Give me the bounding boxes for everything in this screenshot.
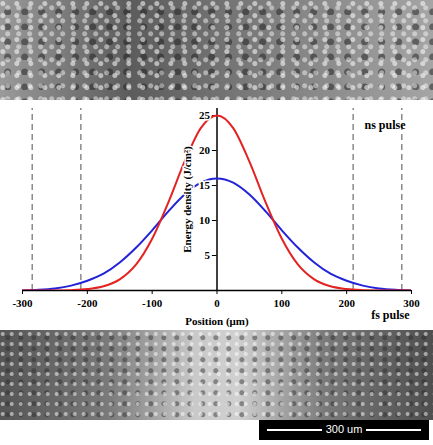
svg-text:ns pulse: ns pulse bbox=[364, 118, 406, 132]
svg-text:20: 20 bbox=[199, 144, 211, 156]
svg-text:300: 300 bbox=[403, 297, 420, 310]
svg-text:100: 100 bbox=[274, 297, 291, 309]
svg-text:-200: -200 bbox=[77, 297, 98, 309]
svg-text:fs pulse: fs pulse bbox=[371, 308, 410, 322]
svg-text:10: 10 bbox=[199, 214, 211, 226]
svg-text:Energy density (J/cm²): Energy density (J/cm²) bbox=[181, 146, 194, 253]
svg-text:25: 25 bbox=[199, 109, 211, 121]
svg-text:-300: -300 bbox=[12, 297, 33, 309]
svg-text:200: 200 bbox=[338, 297, 355, 309]
svg-text:Position (μm): Position (μm) bbox=[185, 315, 249, 328]
html-text:300 um: 300 um bbox=[325, 423, 363, 435]
svg-text:-100: -100 bbox=[142, 297, 163, 309]
svg-text:0: 0 bbox=[214, 297, 220, 309]
svg-text:5: 5 bbox=[205, 249, 211, 261]
svg-text:15: 15 bbox=[199, 179, 211, 191]
